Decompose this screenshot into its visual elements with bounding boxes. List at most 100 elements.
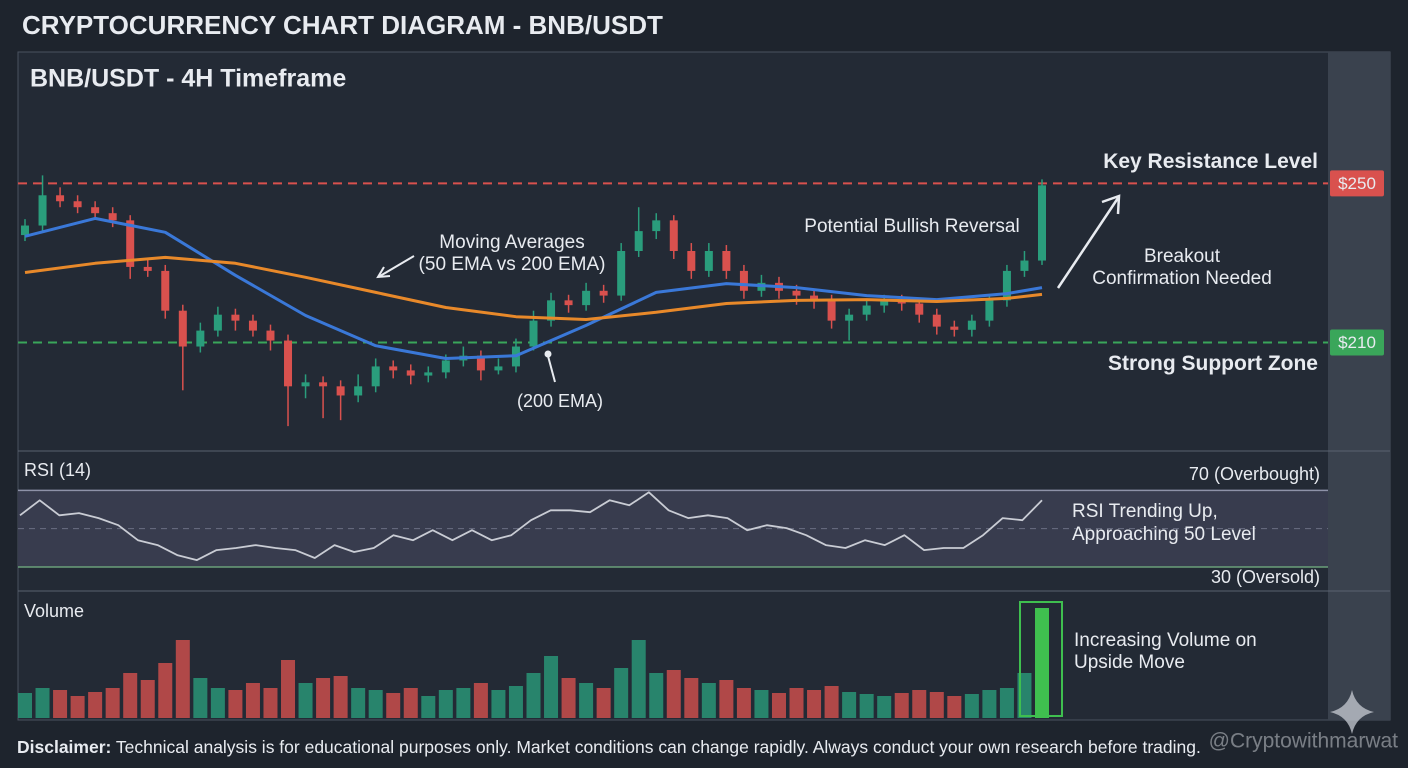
volume-bar	[18, 693, 32, 718]
candle-body	[178, 310, 187, 347]
price-tag	[1330, 329, 1384, 356]
volume-bar	[386, 693, 401, 718]
candle-body	[108, 213, 117, 221]
volume-bar	[438, 690, 453, 718]
volume-bar	[123, 673, 138, 718]
volume-bar	[964, 694, 979, 718]
volume-bar	[456, 688, 471, 718]
candle-body	[91, 207, 100, 214]
volume-bar	[631, 640, 646, 718]
candle-body	[161, 270, 170, 311]
volume-bar	[508, 686, 523, 718]
volume-bar	[421, 696, 436, 718]
volume-bar	[403, 688, 418, 718]
volume-bar	[929, 692, 944, 718]
annotation-arrows	[376, 194, 1121, 383]
candle-body	[73, 201, 82, 208]
candle-body	[599, 290, 608, 296]
volume-bar	[842, 692, 857, 718]
candle-body	[634, 231, 643, 251]
level-label: Strong Support Zone	[1108, 352, 1318, 375]
volume-bar	[579, 683, 594, 718]
volume-bar	[53, 690, 68, 718]
volume-bar	[263, 688, 278, 718]
price-tag-label: $250	[1338, 174, 1376, 193]
volume-bar	[281, 660, 296, 718]
volume-bar	[912, 690, 927, 718]
candle-body	[652, 220, 661, 232]
volume-bar	[666, 670, 681, 718]
candle-body	[284, 340, 293, 387]
volume-bar	[684, 678, 699, 718]
volume-bar	[245, 683, 260, 718]
plot-layer: $250 Key Resistance Level $210 Strong Suppo…	[18, 150, 1384, 718]
candle-body	[704, 251, 713, 271]
candle-body	[266, 330, 275, 341]
disclaimer: Disclaimer: Technical analysis is for ed…	[17, 737, 1201, 757]
volume-bar	[473, 683, 488, 718]
chart-frame	[17, 51, 1391, 721]
candle-body	[213, 314, 222, 331]
candle-body	[880, 300, 889, 306]
rsi-line	[19, 491, 1043, 561]
annotation: (50 EMA vs 200 EMA)	[419, 254, 606, 275]
volume-bar	[982, 690, 997, 718]
arrow	[379, 255, 415, 277]
arrow-head	[1101, 194, 1121, 215]
volume-bar	[807, 690, 822, 718]
candle-body	[915, 303, 924, 315]
arrow-head	[376, 266, 391, 279]
volume-bar	[228, 690, 243, 718]
volume-bar	[701, 683, 716, 718]
price-tag-label: $210	[1338, 333, 1376, 352]
volume-bar	[140, 680, 155, 718]
volume-bar	[351, 688, 366, 718]
moving-average	[24, 255, 1043, 321]
volume-bar	[894, 693, 909, 718]
candle-body	[547, 300, 556, 321]
watermark: @Cryptowithmarwat	[1209, 730, 1399, 753]
volume-bar	[771, 693, 786, 718]
candle-body	[564, 300, 573, 306]
candle-body	[196, 330, 205, 347]
volume-bar	[298, 683, 313, 718]
volume-bar	[175, 640, 190, 718]
candle-body	[1038, 185, 1046, 261]
candle-body	[494, 366, 503, 371]
volume-bar	[316, 678, 331, 718]
candle-body	[354, 386, 363, 396]
volume-bar	[789, 688, 804, 718]
candle-body	[827, 300, 836, 321]
candle-body	[1020, 260, 1029, 271]
candle-body	[143, 266, 152, 271]
volume-bar	[859, 694, 874, 718]
panel-title: BNB/USDT - 4H Timeframe	[30, 65, 346, 93]
candle-body	[845, 314, 854, 321]
candle-body	[617, 251, 626, 296]
candle-body	[248, 320, 257, 331]
candle-body	[739, 270, 748, 291]
volume-bar	[596, 688, 611, 718]
annotation: Moving Averages	[439, 232, 584, 253]
volume-bar	[947, 696, 962, 718]
volume-bar	[35, 688, 50, 718]
candle-body	[1002, 270, 1011, 301]
price-column	[1328, 52, 1390, 720]
annotation: Increasing Volume on	[1074, 630, 1257, 651]
arrow-dot	[544, 350, 552, 358]
volume-bar	[1035, 608, 1049, 718]
candle-body	[476, 355, 485, 371]
candle-body	[336, 386, 345, 396]
disclaimer-text: Technical analysis is for educational pu…	[116, 737, 1201, 757]
annotation: (200 EMA)	[517, 391, 603, 411]
volume-highlight	[1019, 601, 1063, 717]
candle-body	[301, 382, 310, 387]
volume-bar	[193, 678, 208, 718]
volume-bar	[614, 668, 629, 718]
annotation: Approaching 50 Level	[1072, 524, 1256, 545]
annotation: Breakout	[1144, 246, 1221, 267]
volume-bar	[561, 678, 576, 718]
candle-body	[932, 314, 941, 327]
moving-average	[24, 216, 1043, 360]
